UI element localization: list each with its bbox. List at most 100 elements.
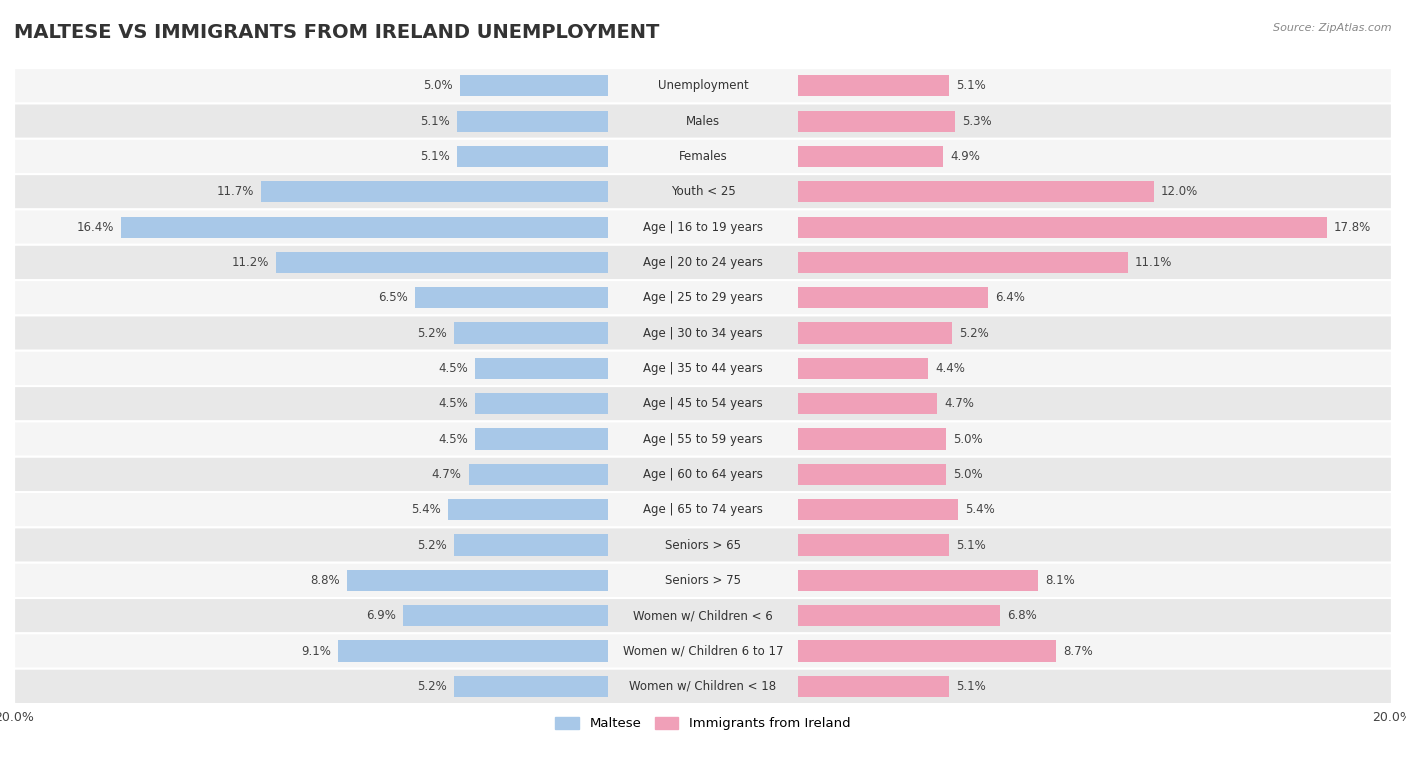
Bar bbox=[449, 499, 609, 520]
Text: 9.1%: 9.1% bbox=[301, 644, 330, 658]
Text: Age | 60 to 64 years: Age | 60 to 64 years bbox=[643, 468, 763, 481]
Text: 5.4%: 5.4% bbox=[965, 503, 995, 516]
Bar bbox=[454, 322, 609, 344]
Text: 6.5%: 6.5% bbox=[378, 291, 408, 304]
Text: Age | 16 to 19 years: Age | 16 to 19 years bbox=[643, 220, 763, 234]
Text: 5.2%: 5.2% bbox=[418, 680, 447, 693]
Legend: Maltese, Immigrants from Ireland: Maltese, Immigrants from Ireland bbox=[550, 712, 856, 736]
Text: Women w/ Children 6 to 17: Women w/ Children 6 to 17 bbox=[623, 644, 783, 658]
Text: Age | 35 to 44 years: Age | 35 to 44 years bbox=[643, 362, 763, 375]
Bar bbox=[797, 217, 1327, 238]
Bar bbox=[797, 181, 1154, 202]
FancyBboxPatch shape bbox=[14, 104, 1392, 139]
Text: 6.9%: 6.9% bbox=[367, 609, 396, 622]
Text: Seniors > 65: Seniors > 65 bbox=[665, 538, 741, 552]
FancyBboxPatch shape bbox=[14, 245, 1392, 280]
Text: 5.2%: 5.2% bbox=[418, 326, 447, 340]
Text: 4.7%: 4.7% bbox=[432, 468, 461, 481]
Text: MALTESE VS IMMIGRANTS FROM IRELAND UNEMPLOYMENT: MALTESE VS IMMIGRANTS FROM IRELAND UNEMP… bbox=[14, 23, 659, 42]
Text: 11.7%: 11.7% bbox=[217, 185, 253, 198]
Text: 6.4%: 6.4% bbox=[995, 291, 1025, 304]
Text: Females: Females bbox=[679, 150, 727, 163]
FancyBboxPatch shape bbox=[14, 174, 1392, 210]
Bar bbox=[797, 428, 946, 450]
Bar bbox=[454, 534, 609, 556]
FancyBboxPatch shape bbox=[14, 210, 1392, 245]
Text: 5.4%: 5.4% bbox=[411, 503, 441, 516]
Bar bbox=[460, 75, 609, 96]
Text: 4.7%: 4.7% bbox=[945, 397, 974, 410]
Text: 5.1%: 5.1% bbox=[956, 538, 986, 552]
Bar bbox=[454, 676, 609, 697]
Bar bbox=[337, 640, 609, 662]
FancyBboxPatch shape bbox=[14, 598, 1392, 634]
FancyBboxPatch shape bbox=[14, 350, 1392, 386]
Bar bbox=[797, 146, 943, 167]
Text: 8.1%: 8.1% bbox=[1045, 574, 1076, 587]
Text: 17.8%: 17.8% bbox=[1333, 220, 1371, 234]
Bar bbox=[797, 534, 949, 556]
Bar bbox=[415, 287, 609, 308]
Bar bbox=[797, 252, 1128, 273]
Bar bbox=[797, 570, 1039, 591]
Text: 5.1%: 5.1% bbox=[420, 114, 450, 128]
FancyBboxPatch shape bbox=[14, 139, 1392, 174]
Text: 5.2%: 5.2% bbox=[959, 326, 988, 340]
FancyBboxPatch shape bbox=[14, 422, 1392, 456]
Bar bbox=[797, 464, 946, 485]
Text: Age | 30 to 34 years: Age | 30 to 34 years bbox=[643, 326, 763, 340]
Bar bbox=[797, 605, 1000, 626]
Bar bbox=[457, 146, 609, 167]
FancyBboxPatch shape bbox=[14, 562, 1392, 598]
Text: Source: ZipAtlas.com: Source: ZipAtlas.com bbox=[1274, 23, 1392, 33]
FancyBboxPatch shape bbox=[14, 528, 1392, 562]
Text: 5.2%: 5.2% bbox=[418, 538, 447, 552]
Bar bbox=[260, 181, 609, 202]
FancyBboxPatch shape bbox=[14, 492, 1392, 528]
Text: 5.1%: 5.1% bbox=[420, 150, 450, 163]
Text: 12.0%: 12.0% bbox=[1161, 185, 1198, 198]
Text: 4.5%: 4.5% bbox=[437, 432, 468, 446]
Text: 5.3%: 5.3% bbox=[962, 114, 991, 128]
Text: Age | 55 to 59 years: Age | 55 to 59 years bbox=[643, 432, 763, 446]
Text: Women w/ Children < 6: Women w/ Children < 6 bbox=[633, 609, 773, 622]
FancyBboxPatch shape bbox=[14, 280, 1392, 316]
Text: Age | 45 to 54 years: Age | 45 to 54 years bbox=[643, 397, 763, 410]
Text: Age | 25 to 29 years: Age | 25 to 29 years bbox=[643, 291, 763, 304]
Bar bbox=[347, 570, 609, 591]
Text: 5.1%: 5.1% bbox=[956, 79, 986, 92]
FancyBboxPatch shape bbox=[14, 456, 1392, 492]
Bar bbox=[276, 252, 609, 273]
FancyBboxPatch shape bbox=[14, 634, 1392, 668]
Text: Women w/ Children < 18: Women w/ Children < 18 bbox=[630, 680, 776, 693]
Bar bbox=[475, 428, 609, 450]
Bar bbox=[457, 111, 609, 132]
Text: Youth < 25: Youth < 25 bbox=[671, 185, 735, 198]
Bar bbox=[121, 217, 609, 238]
Text: 4.5%: 4.5% bbox=[437, 397, 468, 410]
FancyBboxPatch shape bbox=[14, 386, 1392, 422]
Text: 5.0%: 5.0% bbox=[423, 79, 453, 92]
Bar bbox=[797, 322, 952, 344]
Text: 4.5%: 4.5% bbox=[437, 362, 468, 375]
Text: 11.1%: 11.1% bbox=[1135, 256, 1171, 269]
Bar bbox=[468, 464, 609, 485]
Text: Seniors > 75: Seniors > 75 bbox=[665, 574, 741, 587]
Bar bbox=[797, 499, 957, 520]
Bar bbox=[797, 111, 955, 132]
FancyBboxPatch shape bbox=[14, 316, 1392, 350]
Text: 4.4%: 4.4% bbox=[935, 362, 966, 375]
Bar bbox=[797, 358, 928, 379]
Bar bbox=[797, 676, 949, 697]
Bar bbox=[797, 75, 949, 96]
FancyBboxPatch shape bbox=[14, 68, 1392, 104]
Text: 16.4%: 16.4% bbox=[77, 220, 114, 234]
Bar bbox=[797, 393, 938, 414]
Bar bbox=[404, 605, 609, 626]
Bar bbox=[475, 358, 609, 379]
Text: 5.0%: 5.0% bbox=[953, 468, 983, 481]
Text: Males: Males bbox=[686, 114, 720, 128]
Text: 4.9%: 4.9% bbox=[950, 150, 980, 163]
Text: 11.2%: 11.2% bbox=[231, 256, 269, 269]
Text: 8.8%: 8.8% bbox=[311, 574, 340, 587]
